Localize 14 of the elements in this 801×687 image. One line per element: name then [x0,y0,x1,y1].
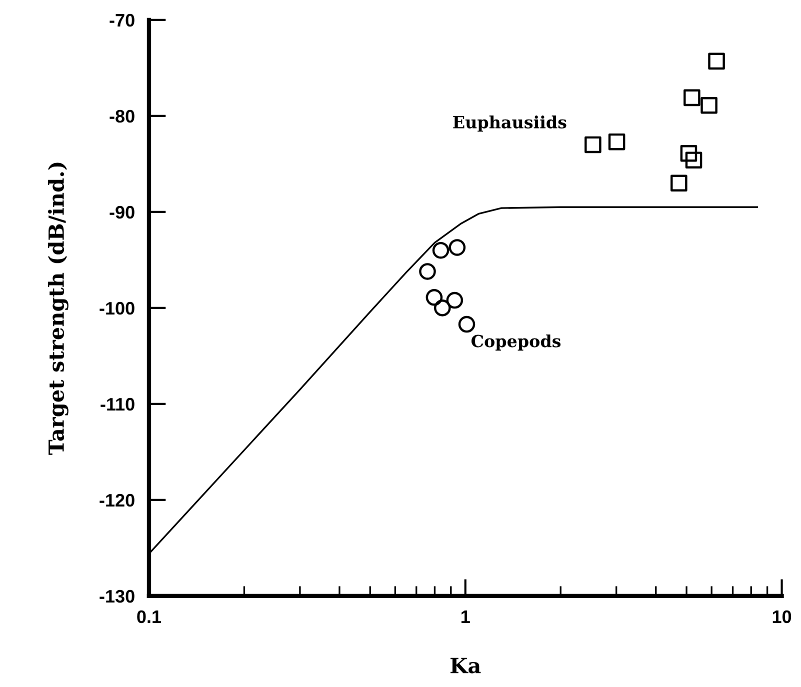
y-tick-label: -130 [100,590,134,603]
y-tick-label: -70 [110,14,134,27]
x-tick-label: 1 [462,610,470,623]
x-axis-title: Ka [450,658,481,674]
annotation: Copepods [471,334,561,351]
x-tick-label: 10 [772,610,792,624]
annotation: Euphausiids [453,116,566,132]
y-tick-label: -90 [110,206,134,219]
y-axis-title: Target strength (dB/ind.) [48,162,68,455]
x-tick-label: 0.1 [137,610,162,624]
y-tick-label: -120 [100,494,134,507]
y-tick-label: -100 [100,302,134,315]
y-tick-label: -110 [100,398,134,411]
y-tick-label: -80 [110,110,134,123]
